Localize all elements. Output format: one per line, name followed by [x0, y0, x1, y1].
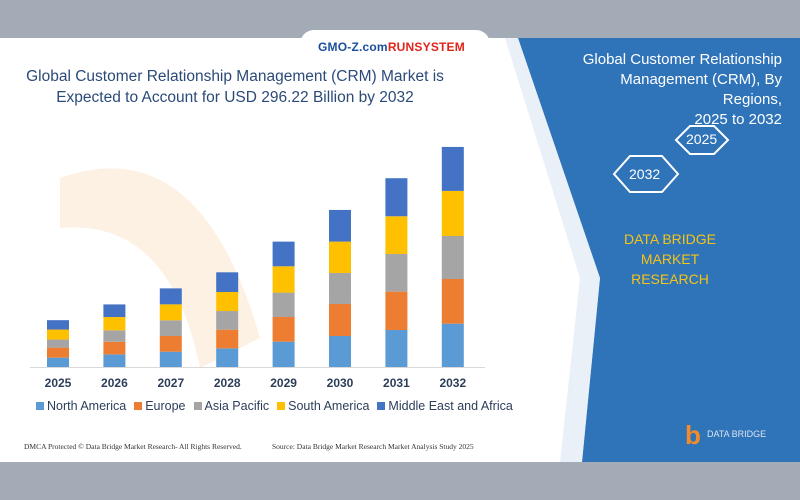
hexagon-2025: [674, 125, 730, 155]
data-bridge-logo: b DATA BRIDGE: [685, 420, 785, 455]
bar-2026-europe: [103, 341, 126, 355]
legend-label: Middle East and Africa: [388, 399, 513, 413]
legend-label: North America: [47, 399, 127, 413]
bar-2030-south-america: [329, 241, 351, 273]
bar-2028-north-america: [216, 348, 239, 367]
bar-2026-middle-east-and-africa: [103, 304, 126, 318]
x-tick-label: 2025: [45, 376, 72, 390]
bar-2028-europe: [216, 329, 239, 349]
bar-2032-asia-pacific: [441, 235, 464, 279]
logo-b-mark: b: [685, 420, 701, 450]
bar-2032-north-america: [441, 323, 464, 367]
legend-item: South America: [277, 399, 369, 413]
company-name: DATA BRIDGE MARKET RESEARCH: [623, 231, 717, 287]
hex-label-2032: 2032: [629, 166, 661, 182]
panel-edge: [505, 38, 600, 462]
legend-label: Europe: [145, 399, 186, 413]
x-tick-label: 2028: [214, 376, 241, 390]
bar-2027-europe: [159, 336, 182, 352]
bar-2027-north-america: [159, 351, 182, 367]
bar-2030-asia-pacific: [329, 272, 351, 304]
bar-2027-middle-east-and-africa: [159, 288, 182, 305]
bar-2029-europe: [272, 316, 295, 342]
bar-2032-europe: [441, 279, 464, 324]
bar-2031-south-america: [385, 216, 408, 254]
legend-label: Asia Pacific: [204, 399, 270, 413]
bar-2030-north-america: [329, 336, 351, 367]
bar-2025-middle-east-and-africa: [47, 320, 69, 330]
bar-2025-south-america: [47, 329, 69, 340]
logo-text: DATA BRIDGE: [707, 429, 766, 439]
bar-2025-asia-pacific: [47, 339, 69, 348]
watermark-logo-shape: [60, 168, 260, 368]
bar-2031-europe: [385, 291, 408, 330]
brand-logo: GMO-Z.comRUNSYSTEM: [318, 40, 465, 54]
bar-2029-middle-east-and-africa: [272, 241, 295, 267]
bar-2030-europe: [329, 303, 351, 337]
bar-2026-asia-pacific: [103, 330, 126, 342]
bar-2025-north-america: [47, 357, 69, 367]
x-tick-label: 2026: [101, 376, 128, 390]
hexagon-2032: [612, 155, 680, 193]
bar-2026-north-america: [103, 354, 126, 367]
chart-legend: North America Europe Asia Pacific South Ame…: [36, 399, 513, 413]
legend-swatch: [193, 402, 202, 410]
bar-2028-asia-pacific: [216, 311, 239, 330]
x-tick-label: 2027: [157, 376, 184, 390]
footer-copyright: DMCA Protected © Data Bridge Market Rese…: [24, 442, 242, 451]
legend-swatch: [134, 402, 143, 410]
legend-swatch: [36, 402, 44, 410]
bar-2030-middle-east-and-africa: [329, 209, 351, 242]
bar-2027-south-america: [159, 304, 182, 321]
infographic-panel: [0, 38, 800, 462]
bar-2031-middle-east-and-africa: [385, 178, 408, 217]
chart-title: Global Customer Relationship Management …: [26, 68, 444, 106]
legend-item: Asia Pacific: [193, 399, 270, 413]
bar-2025-europe: [47, 347, 69, 358]
legend-label: South America: [288, 399, 370, 413]
legend-item: Middle East and Africa: [377, 399, 513, 413]
background-shapes: [60, 38, 800, 462]
bar-2029-south-america: [272, 266, 295, 293]
legend-item: North America: [36, 399, 126, 413]
bar-2029-north-america: [272, 341, 295, 367]
legend-swatch: [277, 402, 286, 410]
bar-2027-asia-pacific: [159, 320, 182, 337]
side-title: Global Customer Relationship Management (…: [582, 51, 782, 128]
legend-swatch: [377, 402, 386, 410]
x-tick-label: 2029: [270, 376, 297, 390]
legend-item: Europe: [134, 399, 186, 413]
x-tick-label: 2030: [327, 376, 354, 390]
bar-2031-north-america: [385, 329, 408, 367]
bar-2029-asia-pacific: [272, 292, 295, 317]
bar-2026-south-america: [103, 317, 126, 331]
x-tick-label: 2031: [383, 376, 410, 390]
x-tick-label: 2032: [439, 376, 466, 390]
bar-2028-south-america: [216, 292, 239, 312]
bar-2032-middle-east-and-africa: [441, 146, 464, 191]
blue-side-panel: [518, 38, 800, 462]
footer-source: Source: Data Bridge Market Research Mark…: [272, 442, 474, 451]
bar-2032-south-america: [441, 190, 464, 236]
bar-2028-middle-east-and-africa: [216, 272, 239, 293]
hex-label-2025: 2025: [686, 131, 718, 147]
brand-tab: [300, 30, 490, 60]
bar-2031-asia-pacific: [385, 253, 408, 292]
